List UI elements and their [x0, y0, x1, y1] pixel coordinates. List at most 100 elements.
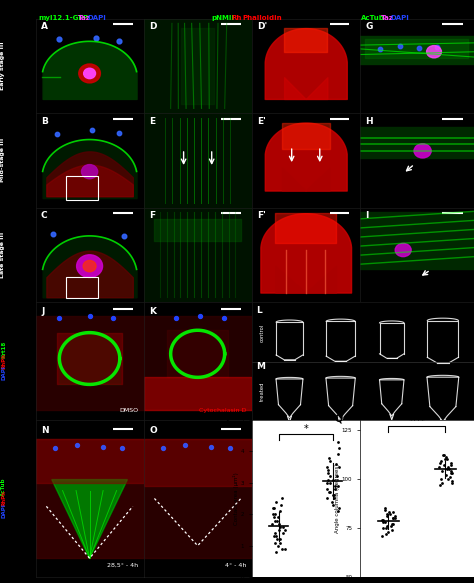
Point — [439, 451, 447, 460]
Point — [378, 515, 386, 525]
Point — [271, 516, 278, 525]
Point — [438, 474, 445, 483]
Point — [272, 547, 280, 557]
Point — [442, 452, 449, 462]
Point — [54, 129, 61, 139]
Point — [281, 544, 289, 553]
Point — [396, 41, 403, 51]
Point — [273, 516, 281, 525]
Point — [335, 503, 343, 512]
Point — [172, 314, 180, 323]
Point — [196, 311, 204, 321]
Text: Mid-stage III: Mid-stage III — [0, 138, 5, 182]
Text: F': F' — [257, 211, 266, 220]
Point — [274, 541, 282, 550]
Point — [438, 466, 446, 476]
Point — [327, 487, 334, 497]
Point — [443, 455, 451, 464]
Point — [444, 464, 451, 473]
Point — [386, 510, 393, 519]
Point — [382, 529, 390, 539]
Point — [387, 521, 394, 531]
Point — [385, 508, 392, 517]
Point — [115, 37, 123, 46]
Point — [278, 544, 285, 553]
Text: Early stage III: Early stage III — [0, 41, 5, 90]
Point — [448, 476, 456, 486]
Point — [325, 487, 332, 497]
Text: 4° - 4h: 4° - 4h — [225, 563, 246, 568]
Text: D: D — [149, 22, 156, 31]
Point — [379, 515, 386, 525]
Point — [334, 507, 342, 516]
Text: B: B — [41, 117, 48, 126]
Circle shape — [79, 64, 100, 83]
Point — [269, 519, 276, 528]
Circle shape — [83, 68, 96, 79]
Circle shape — [82, 164, 98, 179]
Text: 28,5° - 4h: 28,5° - 4h — [107, 563, 138, 568]
Point — [333, 459, 340, 469]
Text: L: L — [256, 305, 262, 314]
Point — [448, 468, 456, 477]
Point — [86, 311, 93, 321]
Point — [49, 229, 56, 238]
Point — [324, 465, 331, 475]
Point — [327, 456, 334, 465]
Text: J: J — [41, 307, 45, 316]
Point — [207, 442, 214, 451]
Text: D': D' — [257, 22, 267, 31]
Text: C: C — [41, 211, 47, 220]
Text: RhPh: RhPh — [1, 490, 6, 507]
Point — [270, 503, 278, 512]
Text: F: F — [149, 211, 155, 220]
Text: G: G — [365, 22, 373, 31]
Text: treated: treated — [260, 382, 265, 401]
Point — [390, 514, 397, 523]
Point — [447, 461, 455, 470]
Text: RhPh: RhPh — [1, 353, 6, 369]
Point — [328, 497, 336, 506]
Point — [271, 538, 278, 547]
Point — [444, 462, 452, 472]
Circle shape — [395, 244, 411, 257]
Text: DAPI: DAPI — [1, 365, 6, 380]
Text: Cytochalasin D: Cytochalasin D — [199, 408, 246, 413]
Bar — [66, 177, 98, 200]
Point — [381, 518, 388, 527]
Text: myl12.1-GFP: myl12.1-GFP — [38, 15, 88, 20]
Point — [276, 538, 284, 547]
Point — [271, 532, 278, 541]
Point — [275, 519, 283, 528]
Point — [280, 522, 287, 532]
Point — [55, 314, 63, 323]
Circle shape — [77, 255, 102, 278]
Point — [329, 491, 337, 500]
Point — [382, 524, 390, 533]
Point — [271, 512, 278, 522]
Point — [376, 44, 384, 54]
Text: K: K — [149, 307, 156, 316]
Point — [323, 484, 331, 494]
Text: N: N — [41, 426, 48, 435]
Circle shape — [83, 261, 96, 272]
Text: Taz: Taz — [381, 15, 394, 20]
Point — [276, 522, 284, 532]
Point — [436, 480, 444, 489]
Point — [276, 507, 284, 516]
Point — [447, 466, 455, 476]
Point — [440, 451, 448, 460]
Text: control: control — [260, 324, 265, 342]
Point — [330, 494, 338, 503]
Point — [120, 231, 128, 241]
Polygon shape — [52, 480, 128, 559]
Point — [274, 512, 282, 522]
Point — [380, 518, 387, 527]
Text: I: I — [365, 211, 369, 220]
Point — [279, 528, 287, 538]
Circle shape — [414, 144, 431, 158]
Point — [327, 472, 334, 481]
Point — [333, 472, 340, 481]
Point — [379, 524, 387, 533]
Point — [442, 470, 450, 479]
